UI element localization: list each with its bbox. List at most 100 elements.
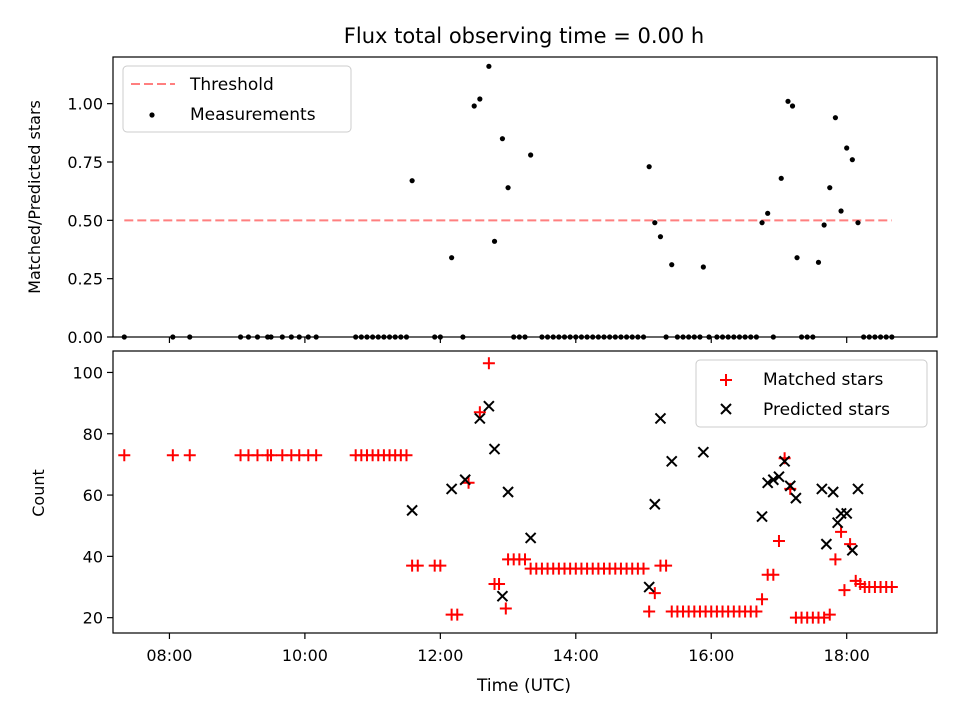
predicted-star-point (666, 455, 678, 468)
bottom-legend: Matched stars Predicted stars (695, 359, 928, 428)
top-y-tick-label: 0.25 (67, 270, 103, 289)
measurement-point (849, 157, 855, 163)
matched-star-point (411, 559, 424, 572)
predicted-star-point (459, 474, 471, 486)
predicted-star-point (827, 486, 839, 498)
measurement-point (471, 103, 477, 109)
predicted-star-point (406, 504, 418, 517)
measurement-point (785, 98, 791, 104)
measurement-point (815, 259, 822, 265)
measurement-point (652, 220, 658, 226)
top-ylabel: Matched/Predicted stars (25, 100, 44, 294)
top-plot-frame (112, 56, 938, 338)
measurement-point (789, 103, 796, 109)
matched-star-point (829, 553, 842, 566)
measurement-point (832, 115, 839, 121)
bottom-panel: Count Time (UTC) 20 40 60 80 100 08:00 10:00 1… (29, 350, 938, 696)
predicted-star-point (778, 455, 791, 468)
matched-star-point (838, 584, 851, 597)
matched-star-point (493, 577, 506, 590)
bottom-y-tick-label: 100 (72, 363, 103, 382)
bottom-y-tick-label: 20 (83, 609, 103, 628)
legend-matched-label: Matched stars (763, 370, 883, 390)
predicted-star-point (846, 544, 859, 556)
measurement-point (838, 208, 844, 214)
predicted-star-point (784, 480, 796, 492)
measurement-point (646, 164, 652, 170)
matched-star-point (885, 581, 898, 594)
predicted-star-point (496, 590, 509, 602)
matched-star-point (310, 449, 323, 462)
predicted-star-point (654, 412, 667, 425)
bottom-plot-frame (112, 350, 938, 634)
matched-star-point (434, 559, 447, 572)
measurement-point (855, 220, 861, 226)
matched-star-point (519, 553, 531, 566)
bottom-x-tick-label: 10:00 (282, 646, 328, 665)
measurement-point (778, 175, 784, 181)
predicted-star-point (483, 400, 495, 412)
matched-star-point (643, 605, 656, 618)
matched-star-point (400, 449, 413, 462)
predicted-star-point (445, 483, 458, 495)
predicted-star-point (488, 443, 501, 455)
bottom-xlabel: Time (UTC) (476, 676, 571, 696)
matched-star-point (451, 608, 464, 621)
matched-star-point (482, 357, 495, 370)
legend-measurements-swatch (149, 112, 155, 118)
measurement-point (657, 234, 664, 240)
matched-star-point (183, 449, 196, 462)
bottom-x-tick-label: 16:00 (688, 646, 734, 665)
matched-star-point (823, 608, 836, 621)
measurement-point (449, 255, 455, 261)
predicted-star-point (852, 483, 864, 495)
measurement-point (765, 210, 771, 216)
measurement-point (499, 136, 506, 142)
measurement-point (505, 185, 511, 191)
bottom-y-tick-label: 60 (83, 486, 103, 505)
matched-star-point (166, 449, 179, 462)
measurement-point (759, 220, 765, 226)
matched-star-point (637, 562, 650, 575)
top-panel: Flux total observing time = 0.00 h Match… (25, 24, 938, 347)
matched-star-point (648, 587, 661, 600)
matched-star-point (756, 593, 769, 606)
predicted-star-point (761, 477, 774, 489)
matched-star-point (767, 568, 780, 581)
matched-star-point (772, 535, 785, 548)
top-legend: Threshold Measurements (122, 65, 352, 133)
top-y-tick-label: 0.50 (67, 211, 103, 230)
top-y-tick-label: 1.00 (67, 95, 103, 114)
matched-stars-points (118, 357, 898, 624)
bottom-x-tick-label: 14:00 (553, 646, 599, 665)
top-chart-title: Flux total observing time = 0.00 h (344, 24, 704, 48)
bottom-ylabel: Count (29, 469, 48, 517)
legend-predicted-label: Predicted stars (763, 400, 890, 420)
matched-star-point (118, 449, 131, 462)
measurement-point (821, 222, 827, 228)
measurement-point (794, 255, 800, 261)
predicted-star-point (767, 474, 780, 486)
bottom-y-tick-label: 40 (83, 547, 103, 566)
predicted-star-point (697, 446, 710, 458)
predicted-star-point (649, 498, 661, 510)
matched-star-point (265, 449, 278, 462)
predicted-star-point (790, 492, 802, 504)
bottom-x-tick-label: 18:00 (824, 646, 870, 665)
measurement-point (486, 63, 492, 69)
legend-matched-swatch (720, 374, 732, 386)
matched-star-point (251, 449, 264, 462)
matched-star-point (499, 602, 512, 615)
legend-measurements-label: Measurements (190, 105, 316, 125)
measurement-point (409, 178, 415, 184)
predicted-star-point (474, 412, 486, 425)
predicted-star-point (840, 507, 853, 520)
predicted-star-point (643, 581, 655, 593)
top-y-tick-label: 0.75 (67, 153, 103, 172)
measurement-point (827, 185, 833, 191)
measurement-point (844, 145, 850, 151)
matched-star-point (750, 605, 763, 618)
legend-predicted-swatch (720, 403, 732, 415)
matched-star-point (660, 559, 673, 572)
